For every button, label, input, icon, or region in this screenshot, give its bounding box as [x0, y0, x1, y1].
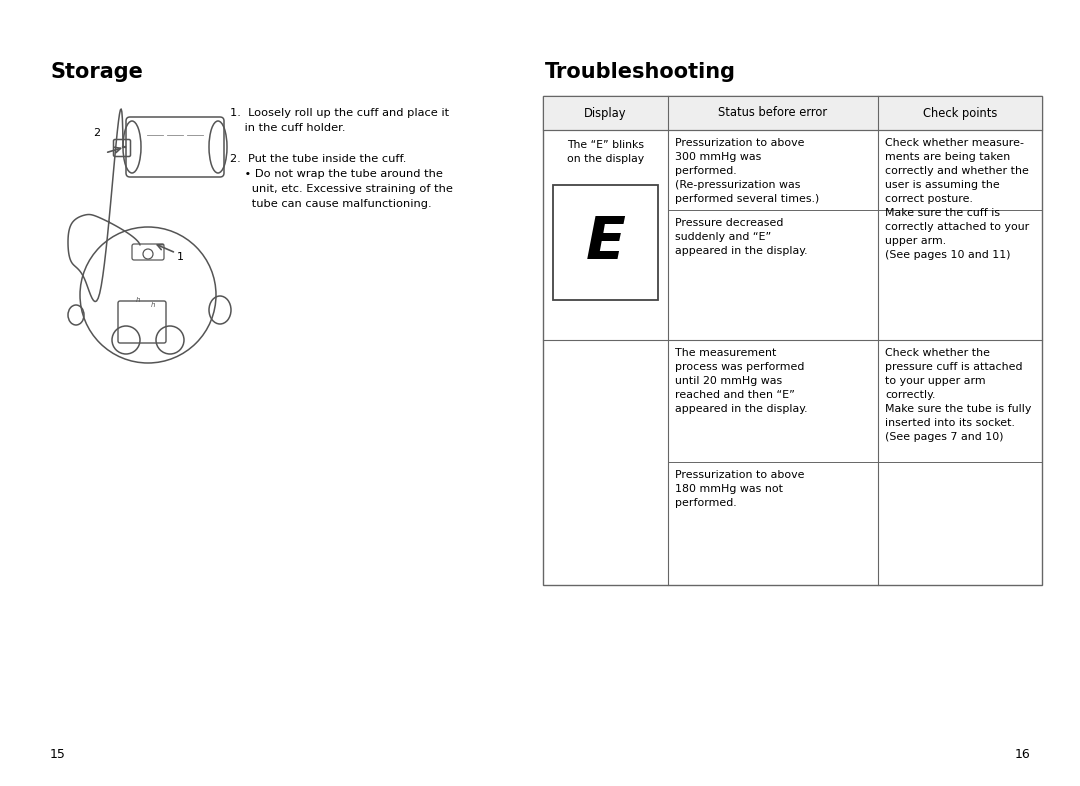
Text: Display: Display: [584, 106, 626, 119]
Text: Check points: Check points: [922, 106, 997, 119]
Text: Check whether the
pressure cuff is attached
to your upper arm
correctly.
Make su: Check whether the pressure cuff is attac…: [885, 348, 1031, 442]
Text: Status before error: Status before error: [718, 106, 827, 119]
Text: h: h: [136, 297, 140, 303]
Text: 15: 15: [50, 748, 66, 761]
Bar: [553, 185, 658, 300]
Bar: [543, 96, 1042, 585]
Text: The measurement
process was performed
until 20 mmHg was
reached and then “E”
app: The measurement process was performed un…: [675, 348, 808, 414]
Text: Storage: Storage: [50, 62, 143, 82]
Text: Pressure decreased
suddenly and “E”
appeared in the display.: Pressure decreased suddenly and “E” appe…: [675, 218, 808, 256]
Text: Pressurization to above
180 mmHg was not
performed.: Pressurization to above 180 mmHg was not…: [675, 470, 805, 508]
Text: Pressurization to above
300 mmHg was
performed.
(Re-pressurization was
performed: Pressurization to above 300 mmHg was per…: [675, 138, 820, 204]
Text: 1: 1: [176, 252, 184, 262]
Text: 16: 16: [1014, 748, 1030, 761]
Text: E: E: [585, 214, 625, 271]
Text: h: h: [151, 302, 156, 308]
Text: Check whether measure-
ments are being taken
correctly and whether the
user is a: Check whether measure- ments are being t…: [885, 138, 1029, 260]
Text: Troubleshooting: Troubleshooting: [545, 62, 735, 82]
Text: 2: 2: [94, 128, 100, 138]
Text: 1.  Loosely roll up the cuff and place it
    in the cuff holder.

2.  Put the t: 1. Loosely roll up the cuff and place it…: [230, 108, 453, 209]
Bar: [543, 96, 1042, 130]
Text: The “E” blinks
on the display: The “E” blinks on the display: [567, 140, 644, 164]
